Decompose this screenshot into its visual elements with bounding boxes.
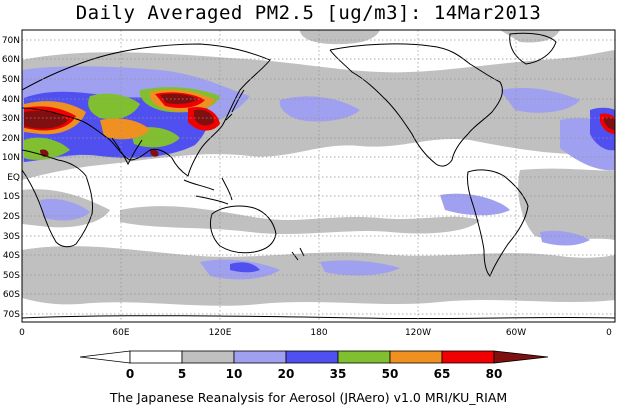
colorbar-swatch	[285, 350, 339, 364]
lat-label: 40S	[3, 251, 20, 261]
colorbar-tick-label: 35	[330, 367, 347, 381]
colorbar-swatch	[441, 350, 495, 364]
graticule	[22, 30, 615, 322]
lat-label: 60S	[3, 290, 20, 300]
lat-label: 20S	[3, 212, 20, 222]
lon-label: 0	[19, 328, 25, 338]
lat-label: 10S	[3, 192, 20, 202]
latitude-labels: 70N 60N 50N 40N 30N 20N 10N EQ 10S 20S 3…	[2, 36, 20, 320]
colorbar-tick-label: 50	[382, 367, 399, 381]
lat-label: 70S	[3, 310, 20, 320]
lat-label: 50N	[2, 75, 20, 85]
colorbar-tick-label: 20	[278, 367, 295, 381]
longitude-labels: 0 60E 120E 180 120W 60W 0	[19, 328, 612, 338]
lon-label: 0	[606, 328, 612, 338]
map-frame	[21, 29, 616, 323]
colorbar-swatch	[337, 350, 391, 364]
colorbar-swatch	[233, 350, 287, 364]
colorbar-tick-label: 5	[178, 367, 186, 381]
lat-label: 50S	[3, 271, 20, 281]
lat-label: 70N	[2, 36, 20, 46]
page-title: Daily Averaged PM2.5 [ug/m3]: 14Mar2013	[75, 2, 542, 24]
colorbar-tick-label: 0	[126, 367, 134, 381]
lat-label: 60N	[2, 55, 20, 65]
lon-label: 60E	[112, 328, 129, 338]
lat-label: 30N	[2, 114, 20, 124]
lat-label: 20N	[2, 134, 20, 144]
lon-label: 120E	[209, 328, 232, 338]
lat-label: EQ	[7, 173, 20, 183]
colorbar-low-arrow	[79, 350, 131, 364]
colorbar-labels: 0 5 10 20 35 50 65 80	[126, 367, 503, 381]
colorbar	[79, 350, 549, 364]
colorbar-tick-label: 10	[226, 367, 243, 381]
colorbar-tick-label: 65	[434, 367, 451, 381]
colorbar-high-arrow	[493, 350, 549, 364]
lat-label: 10N	[2, 153, 20, 163]
footer-credit: The Japanese Reanalysis for Aerosol (JRA…	[109, 390, 508, 405]
colorbar-tick-label: 80	[486, 367, 503, 381]
lon-label: 120W	[405, 328, 431, 338]
pm25-field	[22, 30, 615, 322]
lat-label: 40N	[2, 95, 20, 105]
colorbar-swatch	[129, 350, 183, 364]
lon-label: 180	[310, 328, 327, 338]
colorbar-swatch	[389, 350, 443, 364]
colorbar-swatch	[181, 350, 235, 364]
coastlines	[22, 32, 615, 320]
lat-label: 30S	[3, 232, 20, 242]
lon-label: 60W	[506, 328, 526, 338]
